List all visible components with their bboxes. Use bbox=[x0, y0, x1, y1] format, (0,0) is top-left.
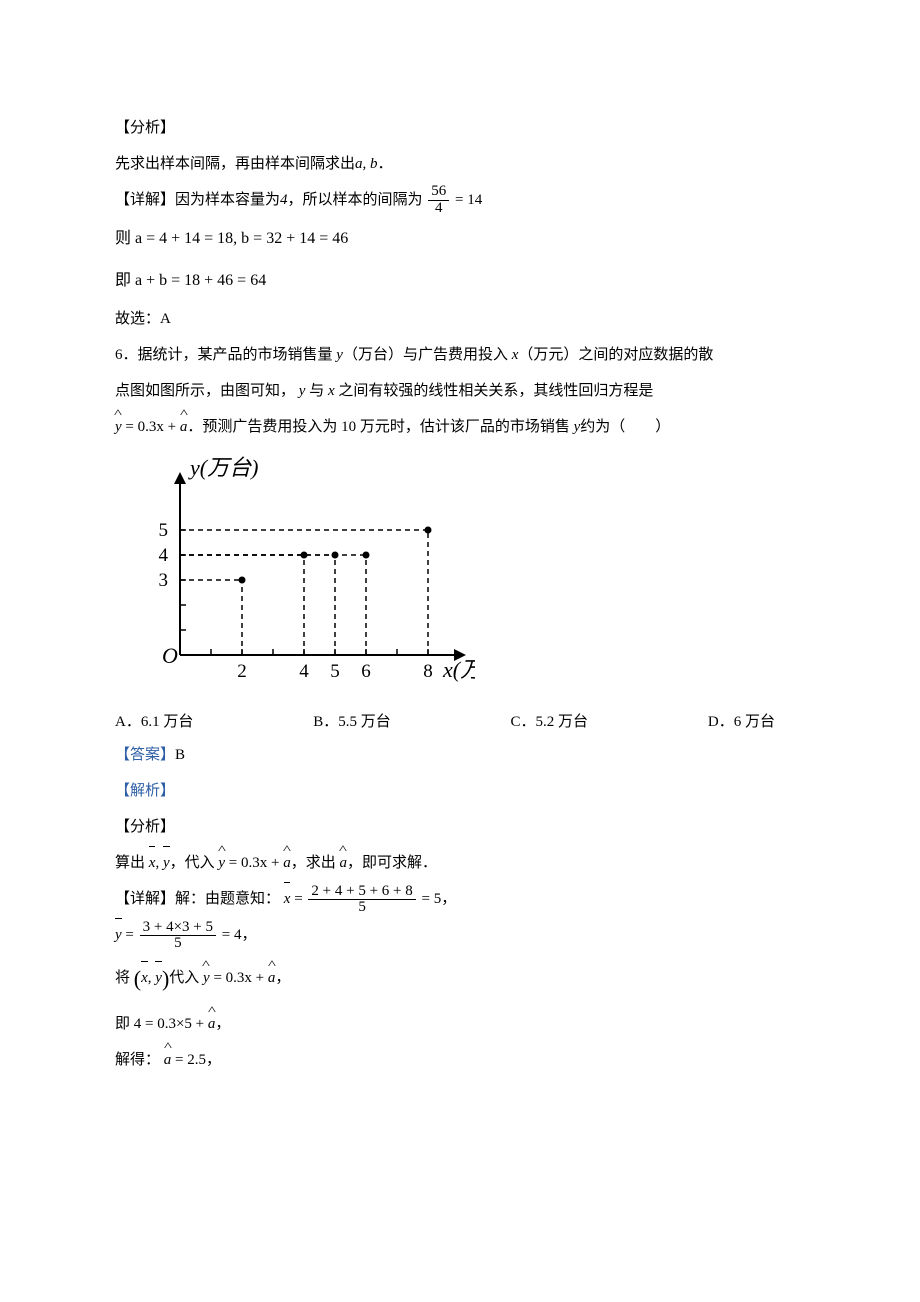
q6-eq4: 即 4 = 0.3×5 + a， bbox=[115, 1006, 805, 1042]
svg-text:x(万元): x(万元) bbox=[442, 657, 475, 682]
svg-text:8: 8 bbox=[423, 661, 433, 682]
option-c: C．5.2 万台 bbox=[511, 710, 589, 731]
fraction: 564 bbox=[426, 184, 451, 217]
svg-text:O: O bbox=[162, 643, 178, 668]
svg-text:3: 3 bbox=[159, 570, 169, 591]
svg-text:6: 6 bbox=[361, 661, 371, 682]
q6-analysis-line: 算出 x, y，代入 y = 0.3x + a，求出 a，即可求解． bbox=[115, 845, 805, 881]
chart-svg: 24568345Oy(万台)x(万元) bbox=[125, 455, 475, 685]
q6-line2: 点图如图所示，由图可知， y 与 x 之间有较强的线性相关关系，其线性回归方程是 bbox=[115, 373, 805, 409]
svg-text:y(万台): y(万台) bbox=[188, 455, 258, 480]
fraction: 2 + 4 + 5 + 6 + 85 bbox=[306, 884, 417, 917]
detail-line-1: 【详解】因为样本容量为4，所以样本的间隔为 564 = 14 bbox=[115, 182, 805, 218]
jiexi-label: 【解析】 bbox=[115, 773, 805, 809]
svg-text:4: 4 bbox=[159, 545, 169, 566]
option-d: D．6 万台 bbox=[708, 710, 775, 731]
options-row: A．6.1 万台 B．5.5 万台 C．5.2 万台 D．6 万台 bbox=[115, 710, 805, 731]
eq-a: 则 a = 4 + 14 = 18, b = 32 + 14 = 46 bbox=[115, 218, 805, 260]
fraction: 3 + 4×3 + 55 bbox=[138, 920, 218, 953]
analysis-text: 先求出样本间隔，再由样本间隔求出a, b． bbox=[115, 146, 805, 182]
q6-line3: y = 0.3x + a．预测广告费用投入为 10 万元时，估计该厂品的市场销售… bbox=[115, 409, 805, 445]
q6-detail-xbar: 【详解】解：由题意知： x = 2 + 4 + 5 + 6 + 85 = 5， bbox=[115, 881, 805, 917]
analysis-label: 【分析】 bbox=[115, 110, 805, 146]
option-b: B．5.5 万台 bbox=[313, 710, 391, 731]
answer-line: 【答案】B bbox=[115, 737, 805, 773]
q6-detail-ybar: y = 3 + 4×3 + 55 = 4， bbox=[115, 917, 805, 953]
option-a: A．6.1 万台 bbox=[115, 710, 193, 731]
q6-line1: 6．据统计，某产品的市场销售量 y（万台）与广告费用投入 x（万元）之间的对应数… bbox=[115, 337, 805, 373]
svg-text:5: 5 bbox=[330, 661, 340, 682]
svg-text:5: 5 bbox=[159, 520, 169, 541]
q6-sub-line: 将 (x, y)代入 y = 0.3x + a， bbox=[115, 953, 805, 1006]
scatter-chart: 24568345Oy(万台)x(万元) bbox=[125, 455, 805, 690]
svg-text:2: 2 bbox=[237, 661, 247, 682]
eq-sum: 即 a + b = 18 + 46 = 64 bbox=[115, 260, 805, 302]
conclusion-5: 故选：A bbox=[115, 301, 805, 337]
svg-text:4: 4 bbox=[299, 661, 309, 682]
q6-solve: 解得： a = 2.5， bbox=[115, 1042, 805, 1078]
